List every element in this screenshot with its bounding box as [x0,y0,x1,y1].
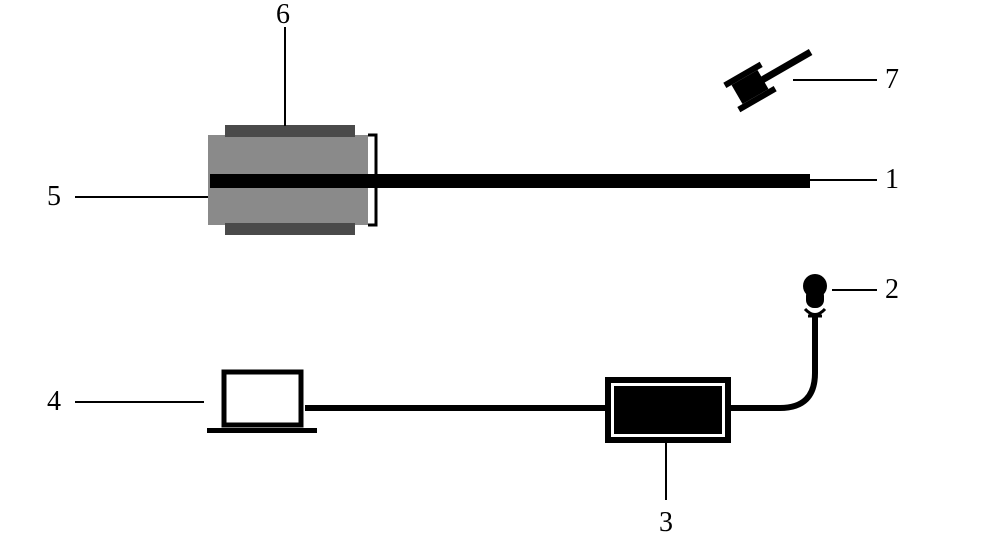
laptop-base [207,428,317,433]
label-l3: 3 [659,507,673,538]
labels: 6 7 1 2 5 4 3 [47,0,899,538]
label-l1: 1 [885,164,899,195]
mic-yoke [805,309,825,315]
rod [210,174,810,188]
label-l5: 5 [47,181,61,212]
mic-body [806,288,824,308]
label-l7: 7 [885,64,899,95]
laptop-screen [224,372,301,425]
label-l4: 4 [47,386,61,417]
label-l2: 2 [885,274,899,305]
clamp-top [225,125,355,137]
clamp-bottom [225,223,355,235]
hammer-handle [759,49,813,84]
hammer-icon [723,37,819,112]
microphone-icon [803,274,827,316]
diagram-canvas: 6 7 1 2 5 4 3 [0,0,1000,538]
cable-daq-mic [728,316,815,408]
daq-inner [614,386,722,434]
label-l6: 6 [276,0,290,30]
